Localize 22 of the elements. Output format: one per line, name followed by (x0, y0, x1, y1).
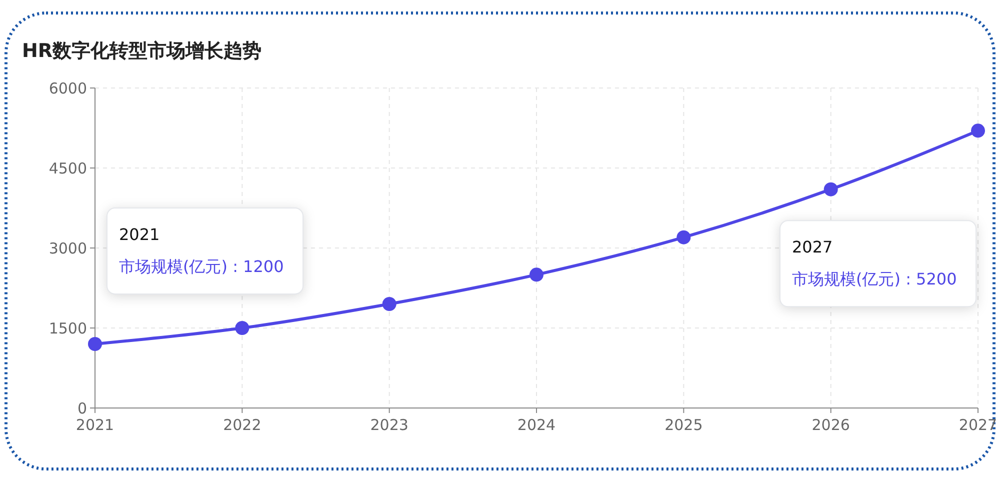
x-tick-label: 2022 (223, 416, 262, 434)
x-tick-label: 2025 (664, 416, 703, 434)
annotation: 2021 市场规模(亿元) : 1200 (119, 225, 284, 276)
y-tick-label: 4500 (48, 159, 87, 178)
point (382, 297, 396, 311)
point (824, 182, 838, 196)
x-tick-label: 2024 (517, 416, 556, 434)
x-tick-label: 2021 (76, 416, 114, 434)
point (676, 230, 691, 244)
x-tick-label: 2023 (370, 416, 408, 434)
chart-title: HR数字化转型市场增长趋势 (22, 40, 262, 62)
y-tick-label: 3000 (48, 239, 87, 258)
y-tick-label: 0 (77, 399, 87, 418)
point (530, 268, 544, 282)
y-tick-label: 1500 (48, 319, 87, 338)
point (88, 337, 102, 351)
point (971, 124, 985, 138)
y-tick-label: 6000 (48, 79, 87, 98)
x-tick-label: 2026 (812, 416, 850, 434)
annotation: 2027 市场规模(亿元) : 5200 (792, 238, 957, 289)
point (235, 321, 250, 335)
x-tick-label: 2027 (958, 416, 998, 434)
